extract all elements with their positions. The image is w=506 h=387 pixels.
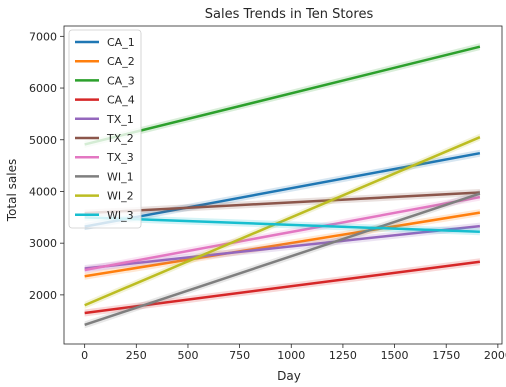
x-tick-label: 250 [126,349,147,362]
series-line-ca-4 [84,260,481,315]
y-tick-label: 3000 [29,237,57,250]
legend-label-wi-3: WI_3 [107,209,134,222]
legend-label-wi-2: WI_2 [107,190,134,203]
y-axis-label: Total sales [5,159,19,222]
series-line-tx-2 [84,191,480,215]
legend-label-ca-3: CA_3 [107,74,135,87]
y-tick-label: 6000 [29,82,57,95]
x-tick-label: 750 [229,349,250,362]
y-tick-label: 4000 [29,185,57,198]
axes: 0 250 500 750 1000 1250 1500 1750 2000 2000 3000 40… [29,25,506,362]
legend-label-tx-1: TX_1 [106,113,134,126]
series-line-ca-3 [84,45,481,146]
legend-label-ca-1: CA_1 [107,36,135,49]
legend-label-tx-3: TX_3 [106,151,134,164]
legend-label-ca-2: CA_2 [107,55,135,68]
legend: CA_1 CA_2 CA_3 CA_4 TX_1 TX_2 TX_3 WI_1 WI_2 WI_3 [68,29,142,229]
series-line-ca-2 [84,211,481,278]
series-line-wi-2 [84,136,481,307]
x-tick-label: 500 [177,349,198,362]
series-line-tx-1 [84,224,481,270]
x-tick-label: 2000 [484,349,506,362]
x-tick-label: 1250 [329,349,357,362]
chart-title: Sales Trends in Ten Stores [205,7,374,22]
series-line-wi-3 [84,216,480,234]
series-line-tx-3 [84,195,481,272]
x-tick-label: 1000 [277,349,305,362]
x-axis-label: Day [277,369,301,383]
y-tick-label: 5000 [29,134,57,147]
axes-frame [63,25,503,345]
y-tick-label: 2000 [29,289,57,302]
x-tick-label: 0 [81,349,88,362]
series-line-wi-1 [84,192,481,327]
legend-label-wi-1: WI_1 [107,170,134,183]
y-tick-label: 7000 [29,30,57,43]
legend-label-ca-4: CA_4 [107,94,135,107]
legend-label-tx-2: TX_2 [106,132,134,145]
plot-area [84,43,481,329]
x-tick-label: 1500 [381,349,409,362]
x-tick-label: 1750 [432,349,460,362]
